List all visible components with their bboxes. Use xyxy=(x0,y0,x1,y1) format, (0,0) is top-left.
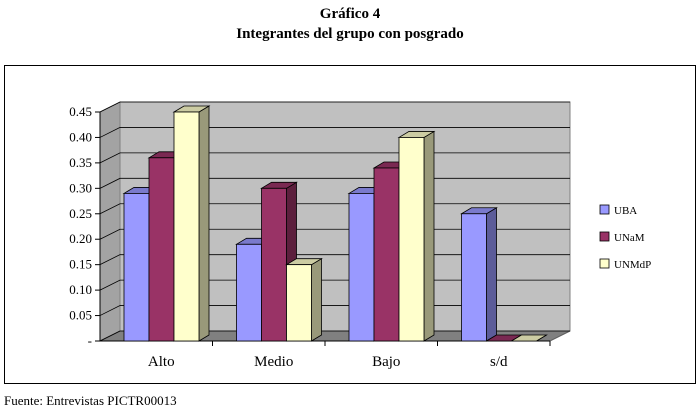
y-tick-label: 0.40 xyxy=(69,129,92,144)
y-tick-label: 0.35 xyxy=(69,155,92,170)
bar-side xyxy=(198,105,210,342)
side-wall xyxy=(99,101,121,342)
x-tick-label: s/d xyxy=(490,354,508,370)
x-tick-label: Bajo xyxy=(372,354,400,370)
bar xyxy=(373,167,400,342)
legend-swatch xyxy=(599,204,610,215)
bar-side xyxy=(486,207,497,342)
chart-title: Gráfico 4 xyxy=(320,6,381,22)
bar xyxy=(286,264,312,342)
y-tick-label: 0.05 xyxy=(69,308,92,323)
y-tick-label: 0.10 xyxy=(69,282,92,297)
legend-swatch xyxy=(599,258,610,269)
bar xyxy=(461,213,487,342)
y-tick-label: 0.15 xyxy=(69,257,92,272)
bar xyxy=(148,157,175,342)
bar xyxy=(348,193,375,342)
y-tick-label: 0.30 xyxy=(69,180,92,195)
source-note: Fuente: Entrevistas PICTR00013 xyxy=(4,393,177,408)
y-tick-label: 0.25 xyxy=(69,206,92,221)
chart-subtitle: Integrantes del grupo con posgrado xyxy=(236,26,464,42)
bar-side xyxy=(311,257,322,342)
bar xyxy=(236,243,262,342)
bar-side xyxy=(423,130,435,342)
legend-label: UBA xyxy=(614,205,637,217)
y-tick-label: 0.20 xyxy=(69,231,92,246)
bar-top xyxy=(510,334,548,342)
legend-swatch xyxy=(599,231,610,242)
y-tick-label: 0.45 xyxy=(69,104,92,119)
x-tick-label: Alto xyxy=(148,354,175,370)
bar xyxy=(398,137,425,342)
grid-line xyxy=(99,101,570,113)
legend-label: UNaM xyxy=(614,232,645,244)
bar xyxy=(173,111,200,342)
legend-label: UNMdP xyxy=(614,259,651,271)
bar xyxy=(261,187,287,342)
grid-line xyxy=(99,127,570,138)
x-tick-label: Medio xyxy=(254,354,293,370)
bar xyxy=(123,193,150,342)
y-tick-label: - xyxy=(88,333,92,348)
